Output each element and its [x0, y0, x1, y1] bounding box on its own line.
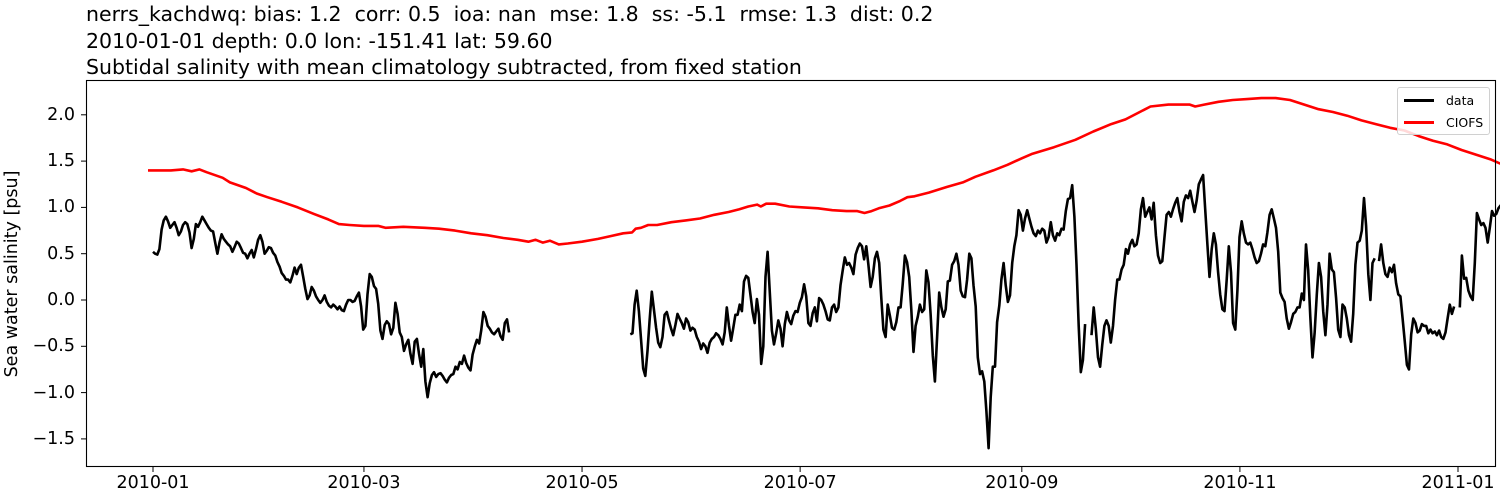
tick-layer: [81, 114, 1459, 472]
y-tick-label: −1.5: [32, 428, 76, 449]
series-line-data: [629, 183, 1087, 450]
series-layer: [148, 96, 1500, 450]
x-tick-label: 2010-07: [763, 473, 837, 493]
y-tick-label: 0.5: [47, 243, 75, 264]
series-line-ciofs: [148, 96, 1500, 246]
y-tick-label: 1.5: [47, 151, 75, 172]
legend-item-data: data: [1404, 92, 1474, 108]
x-tick-label: 2011-01: [1421, 473, 1495, 493]
series-line-data: [152, 215, 511, 399]
y-tick-label: −1.0: [32, 382, 76, 403]
legend: data CIOFS: [1397, 87, 1490, 135]
legend-swatch-data-icon: [1404, 98, 1434, 102]
series-line-data: [1377, 243, 1456, 371]
x-tick-label: 2010-09: [985, 473, 1059, 493]
x-tick-label: 2010-05: [545, 473, 619, 493]
y-tick-label: 0.0: [47, 290, 75, 310]
legend-label-ciofs: CIOFS: [1446, 114, 1484, 130]
x-tick-label: 2010-11: [1203, 473, 1277, 493]
chart-title-location: 2010-01-01 depth: 0.0 lon: -151.41 lat: …: [86, 29, 553, 53]
series-line-data: [1458, 204, 1500, 308]
legend-swatch-ciofs-icon: [1404, 120, 1434, 124]
axes-frame: [85, 79, 1497, 468]
legend-label-data: data: [1446, 92, 1475, 108]
chart-title-stats: nerrs_kachdwq: bias: 1.2 corr: 0.5 ioa: …: [86, 2, 934, 26]
series-line-data: [1090, 173, 1376, 369]
legend-item-ciofs: CIOFS: [1404, 114, 1483, 130]
y-tick-label: 1.0: [47, 197, 75, 218]
y-tick-label: −0.5: [32, 336, 76, 357]
chart-title-description: Subtidal salinity with mean climatology …: [86, 55, 802, 79]
y-tick-label: 2.0: [47, 104, 75, 125]
x-tick-label: 2010-01: [116, 473, 190, 493]
x-tick-label: 2010-03: [327, 473, 401, 493]
